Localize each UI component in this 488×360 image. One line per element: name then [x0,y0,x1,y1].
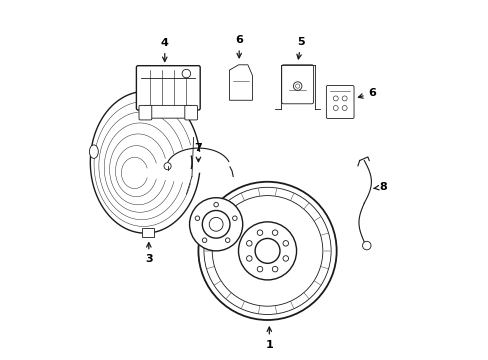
Text: 8: 8 [373,182,386,192]
Circle shape [212,195,322,306]
Circle shape [202,238,206,243]
Circle shape [362,241,370,250]
Circle shape [272,230,277,235]
Circle shape [232,216,237,220]
Circle shape [342,96,346,101]
Circle shape [189,198,242,251]
Text: 7: 7 [194,143,202,162]
Circle shape [246,256,251,261]
Circle shape [332,96,338,101]
Circle shape [198,182,336,320]
Circle shape [238,222,296,280]
Circle shape [255,238,280,263]
Polygon shape [229,65,252,100]
Circle shape [225,238,229,243]
Polygon shape [142,228,154,237]
Circle shape [283,256,288,261]
Circle shape [342,105,346,111]
Circle shape [209,217,223,231]
Circle shape [272,266,277,272]
Circle shape [203,187,330,315]
Text: 3: 3 [144,243,152,265]
Text: 6: 6 [358,88,376,98]
FancyBboxPatch shape [139,105,151,120]
Circle shape [257,230,262,235]
Circle shape [293,82,301,90]
Circle shape [257,266,262,272]
Circle shape [182,69,190,78]
FancyBboxPatch shape [144,105,192,118]
FancyBboxPatch shape [325,86,353,118]
Circle shape [246,240,251,246]
FancyBboxPatch shape [184,105,197,120]
Circle shape [213,202,218,207]
Circle shape [163,163,171,170]
Text: 4: 4 [161,38,168,62]
Text: 2: 2 [215,258,223,280]
Ellipse shape [89,145,98,158]
Text: 5: 5 [296,37,305,59]
FancyBboxPatch shape [281,65,313,104]
Circle shape [283,240,288,246]
FancyBboxPatch shape [136,66,200,110]
Text: 6: 6 [235,35,243,58]
Circle shape [202,211,229,238]
Text: 1: 1 [265,327,273,350]
Circle shape [332,105,338,111]
Circle shape [195,216,199,220]
